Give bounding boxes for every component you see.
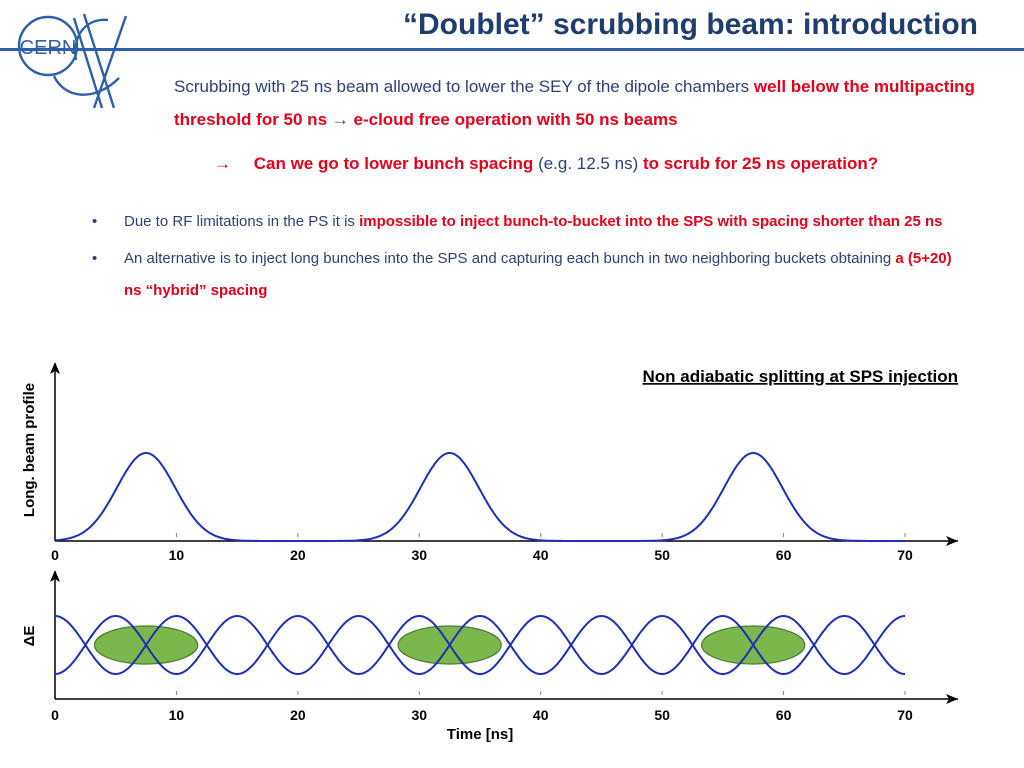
logo-text: CERN — [20, 37, 77, 59]
bullet-list: • Due to RF limitations in the PS it is … — [92, 206, 952, 312]
separatrix-line — [55, 615, 905, 675]
x-tick-label: 70 — [897, 707, 913, 723]
x-tick-label: 40 — [533, 547, 549, 563]
slide-title: “Doublet” scrubbing beam: introduction — [403, 8, 978, 41]
question-highlight-2: to scrub for 25 ns operation? — [642, 154, 879, 173]
x-axis-label: Time [ns] — [447, 726, 513, 743]
intro-highlight-2: e-cloud free operation with 50 ns beams — [353, 110, 678, 129]
bullet-dot: • — [92, 250, 98, 267]
y-axis-label: Long. beam profile — [21, 383, 38, 517]
x-tick-label: 30 — [411, 547, 427, 563]
x-tick-label: 70 — [897, 547, 913, 563]
question-arrow: → — [214, 154, 231, 173]
x-tick-label: 60 — [776, 547, 792, 563]
intro-paragraph: Scrubbing with 25 ns beam allowed to low… — [174, 70, 1004, 136]
x-axis-arrow — [946, 536, 958, 546]
x-tick-label: 60 — [776, 707, 792, 723]
series-line — [55, 452, 905, 542]
y-axis-arrow — [50, 362, 60, 374]
x-tick-label: 40 — [533, 707, 549, 723]
x-tick-label: 10 — [169, 547, 185, 563]
y-axis-arrow — [50, 570, 60, 582]
bullet-text: An alternative is to inject long bunches… — [124, 250, 896, 267]
x-tick-label: 50 — [654, 707, 670, 723]
question-note: (e.g. 12.5 ns) — [538, 154, 639, 173]
question-line: → Can we go to lower bunch spacing (e.g.… — [214, 150, 878, 178]
intro-text: Scrubbing with 25 ns beam allowed to low… — [174, 77, 754, 96]
bullet-item: • Due to RF limitations in the PS it is … — [92, 206, 952, 238]
bullet-highlight: a (5+20) ns “hybrid” spacing — [124, 250, 952, 299]
bullet-dot: • — [92, 213, 98, 230]
x-tick-label: 50 — [654, 547, 670, 563]
separatrix-line — [55, 615, 905, 675]
y-axis-label: ΔE — [21, 626, 38, 647]
intro-arrow: → — [331, 110, 349, 129]
bullet-highlight: impossible to inject bunch-to-bucket int… — [359, 213, 943, 230]
x-tick-label: 30 — [411, 707, 427, 723]
cern-logo: CERN — [17, 13, 128, 109]
x-tick-label: 10 — [169, 707, 185, 723]
bullet-item: • An alternative is to inject long bunch… — [92, 243, 952, 307]
x-axis-arrow — [946, 694, 958, 704]
x-tick-label: 0 — [51, 547, 59, 563]
header-rule — [0, 48, 1024, 51]
question-highlight-1: Can we go to lower bunch spacing — [253, 154, 534, 173]
x-tick-label: 20 — [290, 547, 306, 563]
x-tick-label: 20 — [290, 707, 306, 723]
bullet-text: Due to RF limitations in the PS it is — [124, 213, 360, 230]
intro-highlight-1: well below the multipacting threshold fo… — [174, 77, 975, 129]
x-tick-label: 0 — [51, 707, 59, 723]
chart-title: Non adiabatic splitting at SPS injection — [643, 367, 958, 386]
